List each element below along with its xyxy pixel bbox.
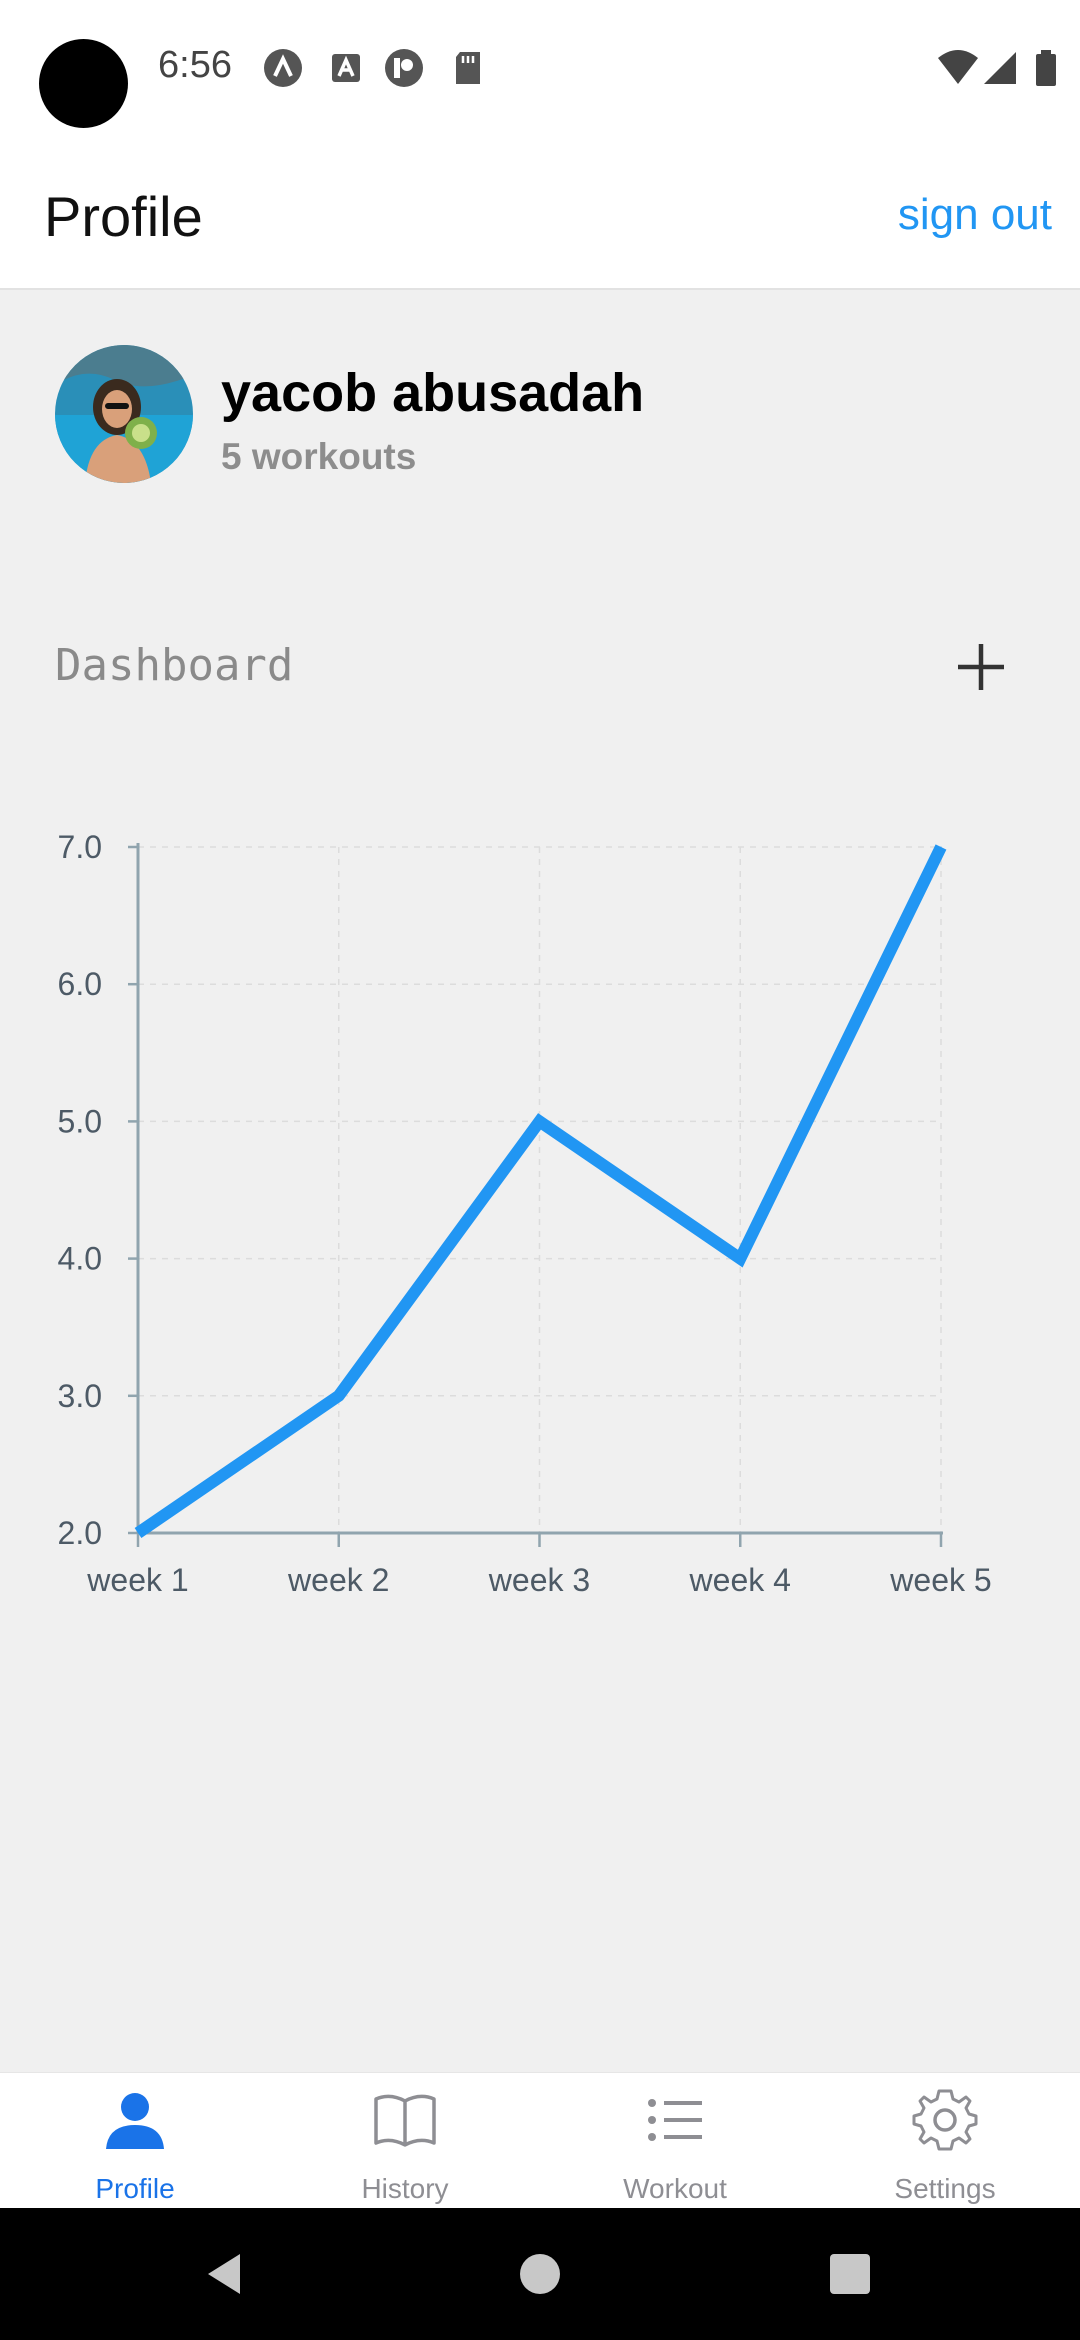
tab-label: Profile: [95, 2173, 175, 2204]
recents-icon[interactable]: [816, 2240, 884, 2308]
data-point: [940, 846, 942, 848]
tab-history[interactable]: History: [270, 2073, 540, 2209]
tab-settings[interactable]: Settings: [810, 2073, 1080, 2209]
wifi-icon: [938, 50, 978, 84]
y-tick-label: 6.0: [58, 966, 102, 1002]
book-icon: [374, 2094, 436, 2147]
avatar[interactable]: [55, 345, 193, 483]
x-tick-label: week 2: [287, 1562, 389, 1598]
y-tick-label: 3.0: [58, 1378, 102, 1414]
y-tick-label: 5.0: [58, 1103, 102, 1139]
signal-icon: [984, 52, 1016, 84]
data-point: [137, 1532, 139, 1534]
back-icon[interactable]: [192, 2240, 260, 2308]
workout-count: 5 workouts: [221, 436, 417, 477]
tab-label: Settings: [894, 2173, 996, 2204]
series-line: [134, 844, 947, 1538]
status-time: 6:56: [158, 44, 232, 86]
dashboard-title: Dashboard: [55, 640, 294, 691]
home-icon[interactable]: [506, 2240, 574, 2308]
person-icon: [106, 2093, 164, 2149]
y-tick-label: 7.0: [58, 829, 102, 865]
plus-icon[interactable]: [950, 636, 1012, 698]
system-nav-bar: [0, 2208, 1080, 2340]
circle-p-icon: [385, 49, 423, 87]
sign-out-button[interactable]: sign out: [897, 190, 1052, 239]
battery-icon: [1036, 50, 1056, 86]
y-tick-label: 4.0: [58, 1241, 102, 1277]
x-tick-label: week 1: [86, 1562, 188, 1598]
user-name: yacob abusadah: [221, 363, 645, 423]
x-tick-label: week 3: [488, 1562, 590, 1598]
tab-workout[interactable]: Workout: [540, 2073, 810, 2209]
avatar-photo: [55, 345, 193, 483]
status-bar: 6:56: [0, 0, 1080, 140]
page-title: Profile: [44, 185, 203, 248]
header: Profile sign out: [0, 140, 1080, 290]
tab-label: History: [361, 2173, 449, 2204]
data-point: [338, 1395, 340, 1397]
tab-label: Workout: [623, 2173, 727, 2204]
tab-bar: Profile History Workout Settings: [0, 2072, 1080, 2208]
font-a-icon: [332, 54, 360, 82]
sd-card-icon: [456, 52, 480, 84]
app-a-icon: [264, 49, 302, 87]
x-tick-label: week 5: [889, 1562, 991, 1598]
x-tick-label: week 4: [689, 1562, 791, 1598]
gear-icon: [912, 2089, 978, 2151]
line-chart: 2.0 3.0 4.0 5.0 6.0 7.0 week 1 week 2 week 3 week…: [58, 829, 992, 1598]
data-point: [539, 1120, 540, 1122]
data-point: [739, 1258, 741, 1260]
y-tick-label: 2.0: [58, 1515, 102, 1551]
list-icon: [648, 2099, 702, 2141]
tab-profile[interactable]: Profile: [0, 2073, 270, 2209]
camera-cutout: [39, 39, 128, 128]
